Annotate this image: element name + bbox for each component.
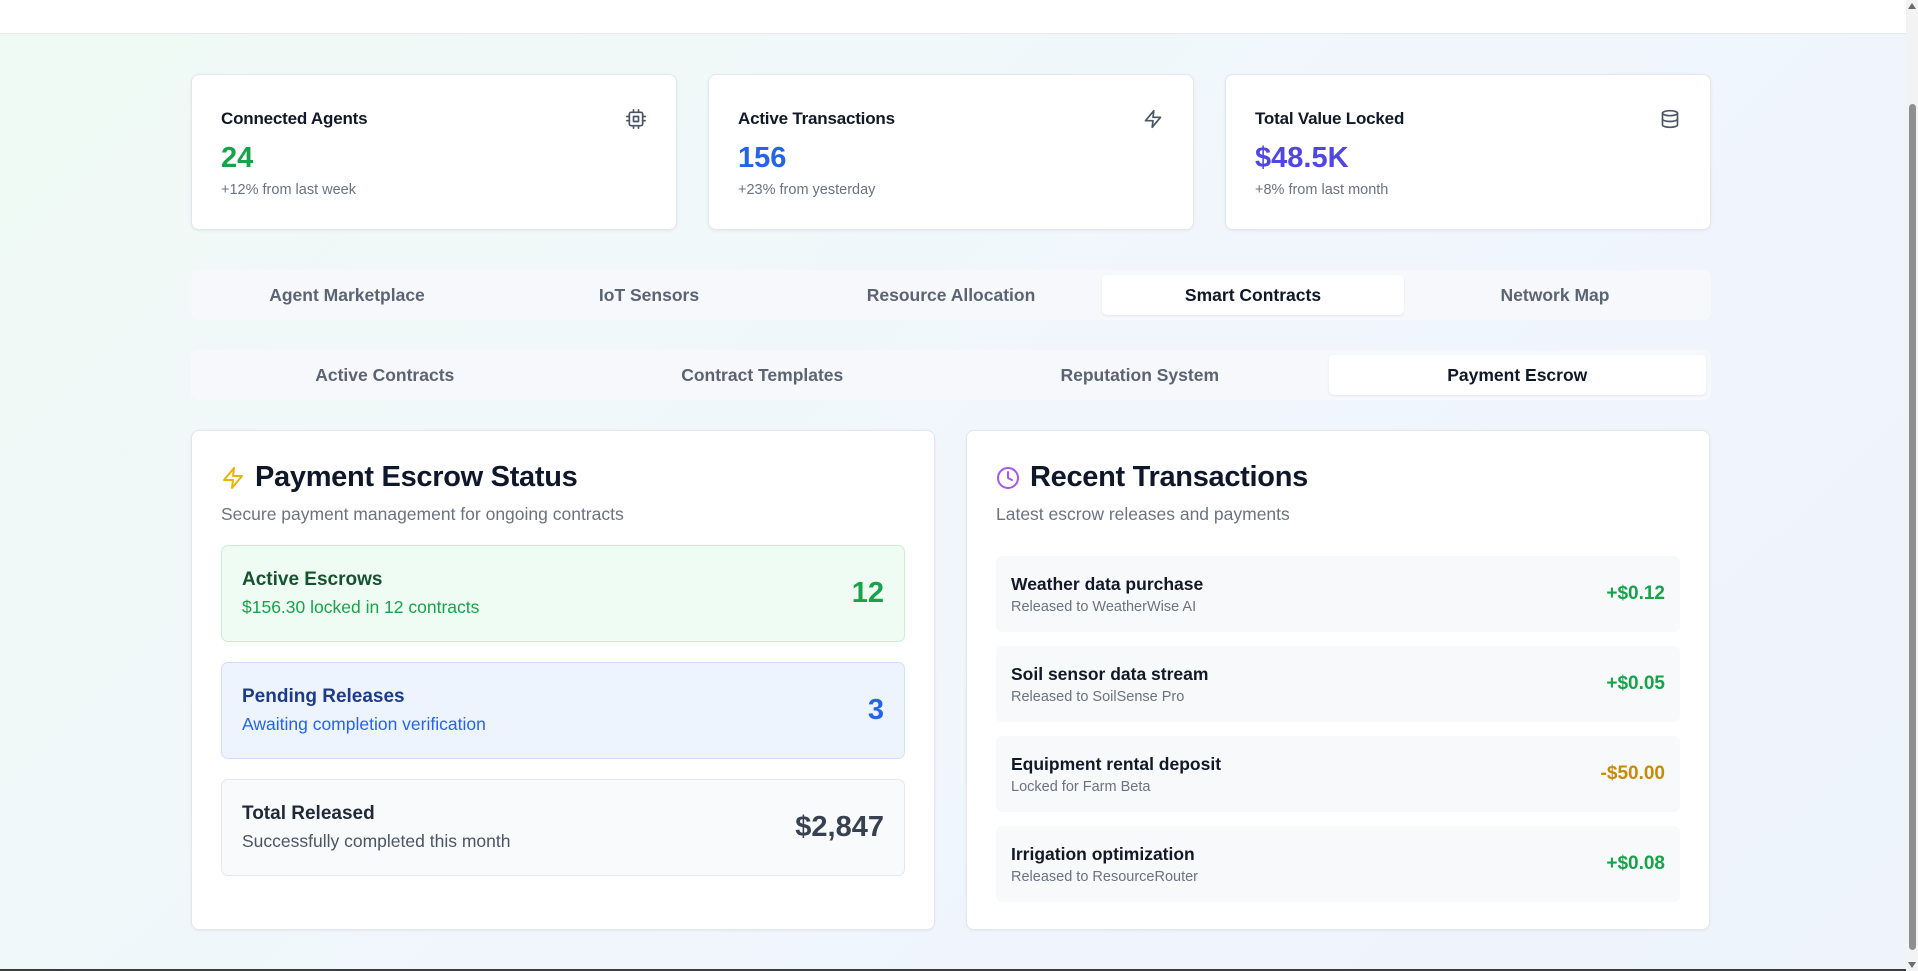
stat-card-active-transactions: Active Transactions 156 +23% from yester… xyxy=(708,74,1194,230)
transaction-subtitle: Locked for Farm Beta xyxy=(1011,778,1151,795)
panel-description: Secure payment management for ongoing co… xyxy=(221,504,624,524)
escrow-box-value: 12 xyxy=(851,577,884,609)
stat-value: $48.5K xyxy=(1255,142,1349,174)
dashboard-main: Connected Agents 24 +12% from last week … xyxy=(191,74,1711,930)
cpu-icon xyxy=(626,109,646,129)
transaction-row: Weather data purchase Released to Weathe… xyxy=(996,556,1680,632)
tab-contract-templates[interactable]: Contract Templates xyxy=(681,364,844,385)
stat-card-total-value-locked: Total Value Locked $48.5K +8% from last … xyxy=(1225,74,1711,230)
escrow-box-subtitle: $156.30 locked in 12 contracts xyxy=(242,597,480,617)
stat-card-connected-agents: Connected Agents 24 +12% from last week xyxy=(191,74,677,230)
escrow-box-title: Total Released xyxy=(242,803,375,824)
transaction-amount: +$0.08 xyxy=(1606,853,1665,874)
transaction-row: Soil sensor data stream Released to Soil… xyxy=(996,646,1680,722)
transaction-amount: -$50.00 xyxy=(1600,763,1665,784)
tab-agent-marketplace[interactable]: Agent Marketplace xyxy=(269,284,425,305)
escrow-box-subtitle: Successfully completed this month xyxy=(242,831,511,851)
tab-reputation-system[interactable]: Reputation System xyxy=(1060,364,1220,385)
transaction-row: Equipment rental deposit Locked for Farm… xyxy=(996,736,1680,812)
escrow-box-value: 3 xyxy=(867,694,884,726)
clock-icon xyxy=(997,466,1019,489)
transaction-title: Equipment rental deposit xyxy=(1011,753,1222,774)
active-escrows-box: Active Escrows $156.30 locked in 12 cont… xyxy=(221,545,905,642)
window-bottom-edge xyxy=(0,969,1906,971)
tab-active-contracts[interactable]: Active Contracts xyxy=(315,364,455,385)
transaction-row: Irrigation optimization Released to Reso… xyxy=(996,826,1680,902)
transaction-subtitle: Released to ResourceRouter xyxy=(1011,868,1198,885)
transaction-title: Irrigation optimization xyxy=(1011,843,1195,864)
panel-header: Recent Transactions xyxy=(996,461,1680,494)
transaction-amount: +$0.05 xyxy=(1606,673,1665,694)
scrollbar-thumb[interactable] xyxy=(1909,104,1916,950)
stat-title: Active Transactions xyxy=(738,109,895,128)
escrow-box-title: Active Escrows xyxy=(242,569,383,590)
tab-iot-sensors[interactable]: IoT Sensors xyxy=(598,284,700,305)
transaction-amount: +$0.12 xyxy=(1606,583,1665,604)
panel-title: Payment Escrow Status xyxy=(255,461,578,493)
transaction-subtitle: Released to WeatherWise AI xyxy=(1011,598,1197,615)
escrow-box-value: $2,847 xyxy=(795,811,884,843)
stat-value: 24 xyxy=(221,142,254,174)
stat-change: +8% from last month xyxy=(1255,182,1389,198)
scroll-down-arrow-icon[interactable] xyxy=(1908,962,1916,968)
transaction-list: Weather data purchase Released to Weathe… xyxy=(996,556,1680,902)
stat-title: Connected Agents xyxy=(221,109,368,128)
transaction-title: Soil sensor data stream xyxy=(1011,663,1209,684)
pending-releases-box: Pending Releases Awaiting completion ver… xyxy=(221,662,905,759)
zap-icon xyxy=(1144,109,1162,129)
main-tabs: Agent Marketplace IoT Sensors Resource A… xyxy=(191,270,1711,320)
scroll-up-arrow-icon[interactable] xyxy=(1908,3,1916,9)
stat-change: +12% from last week xyxy=(221,182,356,198)
zap-icon xyxy=(223,466,243,489)
transaction-title: Weather data purchase xyxy=(1011,573,1204,594)
content-panels: Payment Escrow Status Secure payment man… xyxy=(191,430,1711,930)
database-icon xyxy=(1661,109,1679,129)
vertical-scrollbar[interactable] xyxy=(1906,0,1918,971)
stat-change: +23% from yesterday xyxy=(738,182,876,198)
tab-network-map[interactable]: Network Map xyxy=(1500,284,1610,305)
panel-header: Payment Escrow Status xyxy=(221,461,905,494)
recent-transactions-panel: Recent Transactions Latest escrow releas… xyxy=(966,430,1710,930)
escrow-box-subtitle: Awaiting completion verification xyxy=(242,714,486,734)
contract-sub-tabs: Active Contracts Contract Templates Repu… xyxy=(191,350,1711,400)
tab-smart-contracts[interactable]: Smart Contracts xyxy=(1102,275,1404,315)
panel-description: Latest escrow releases and payments xyxy=(996,504,1290,524)
stat-value: 156 xyxy=(738,142,787,174)
total-released-box: Total Released Successfully completed th… xyxy=(221,779,905,876)
top-bar xyxy=(0,0,1906,34)
stats-row: Connected Agents 24 +12% from last week … xyxy=(191,74,1711,230)
escrow-box-title: Pending Releases xyxy=(242,686,405,707)
payment-escrow-panel: Payment Escrow Status Secure payment man… xyxy=(191,430,935,930)
stat-title: Total Value Locked xyxy=(1255,109,1405,128)
panel-title: Recent Transactions xyxy=(1030,461,1308,493)
tab-resource-allocation[interactable]: Resource Allocation xyxy=(866,284,1036,305)
transaction-subtitle: Released to SoilSense Pro xyxy=(1011,688,1185,705)
tab-payment-escrow[interactable]: Payment Escrow xyxy=(1328,355,1706,395)
